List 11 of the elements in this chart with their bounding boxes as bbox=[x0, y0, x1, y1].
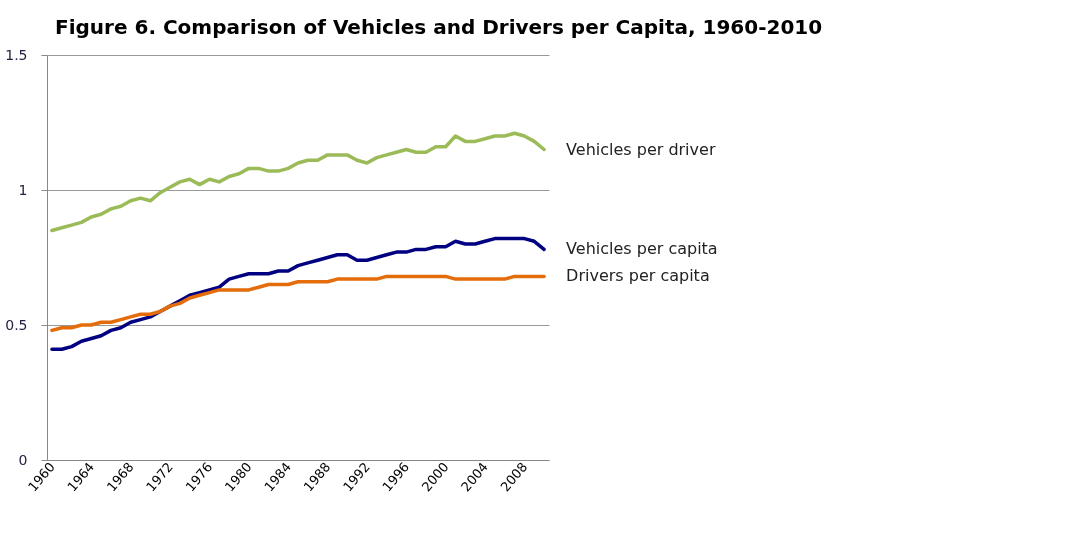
line-series bbox=[50, 131, 546, 233]
y-tick-label: 1.5 bbox=[5, 46, 28, 63]
y-tick-label: 0.5 bbox=[5, 316, 28, 333]
y-tick-label: 0 bbox=[18, 451, 28, 468]
series-label: Vehicles per driver bbox=[566, 139, 716, 159]
y-tick-label: 1 bbox=[18, 181, 28, 198]
series-label: Drivers per capita bbox=[566, 266, 710, 286]
line-series bbox=[50, 274, 546, 333]
chart-title: Figure 6. Comparison of Vehicles and Drivers per Capita, 1960-2010 bbox=[55, 15, 823, 39]
series-label: Vehicles per capita bbox=[566, 239, 718, 259]
line-series bbox=[50, 236, 546, 352]
